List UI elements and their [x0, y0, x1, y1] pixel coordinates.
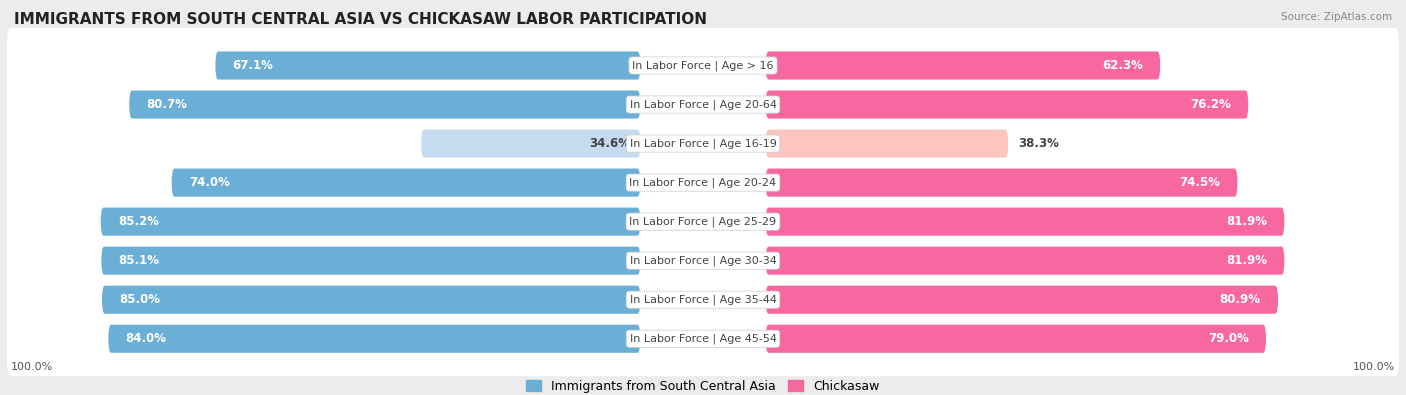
FancyBboxPatch shape — [101, 208, 640, 236]
FancyBboxPatch shape — [766, 286, 1278, 314]
Text: 85.0%: 85.0% — [120, 293, 160, 306]
Text: 38.3%: 38.3% — [1019, 137, 1060, 150]
FancyBboxPatch shape — [7, 184, 1399, 259]
FancyBboxPatch shape — [766, 325, 1265, 353]
FancyBboxPatch shape — [7, 223, 1399, 298]
Text: 80.9%: 80.9% — [1219, 293, 1261, 306]
Text: 79.0%: 79.0% — [1208, 332, 1249, 345]
Text: 80.7%: 80.7% — [146, 98, 187, 111]
Text: In Labor Force | Age 20-64: In Labor Force | Age 20-64 — [630, 99, 776, 110]
Text: 67.1%: 67.1% — [233, 59, 274, 72]
Legend: Immigrants from South Central Asia, Chickasaw: Immigrants from South Central Asia, Chic… — [526, 380, 880, 393]
Text: 100.0%: 100.0% — [10, 362, 52, 372]
Text: 62.3%: 62.3% — [1102, 59, 1143, 72]
Text: 85.2%: 85.2% — [118, 215, 159, 228]
Text: IMMIGRANTS FROM SOUTH CENTRAL ASIA VS CHICKASAW LABOR PARTICIPATION: IMMIGRANTS FROM SOUTH CENTRAL ASIA VS CH… — [14, 12, 707, 27]
FancyBboxPatch shape — [7, 28, 1399, 103]
Text: In Labor Force | Age 35-44: In Labor Force | Age 35-44 — [630, 294, 776, 305]
Text: In Labor Force | Age 16-19: In Labor Force | Age 16-19 — [630, 138, 776, 149]
FancyBboxPatch shape — [422, 130, 640, 158]
FancyBboxPatch shape — [766, 169, 1237, 197]
Text: 76.2%: 76.2% — [1189, 98, 1230, 111]
Text: In Labor Force | Age 30-34: In Labor Force | Age 30-34 — [630, 256, 776, 266]
Text: 74.0%: 74.0% — [188, 176, 231, 189]
FancyBboxPatch shape — [7, 301, 1399, 376]
Text: 81.9%: 81.9% — [1226, 215, 1267, 228]
Text: In Labor Force | Age 25-29: In Labor Force | Age 25-29 — [630, 216, 776, 227]
Text: 100.0%: 100.0% — [1354, 362, 1396, 372]
FancyBboxPatch shape — [766, 208, 1285, 236]
FancyBboxPatch shape — [7, 106, 1399, 181]
FancyBboxPatch shape — [766, 51, 1160, 79]
FancyBboxPatch shape — [172, 169, 640, 197]
Text: 85.1%: 85.1% — [118, 254, 160, 267]
Text: In Labor Force | Age 45-54: In Labor Force | Age 45-54 — [630, 333, 776, 344]
FancyBboxPatch shape — [7, 67, 1399, 142]
Text: 84.0%: 84.0% — [125, 332, 167, 345]
FancyBboxPatch shape — [766, 90, 1249, 118]
Text: Source: ZipAtlas.com: Source: ZipAtlas.com — [1281, 12, 1392, 22]
Text: 81.9%: 81.9% — [1226, 254, 1267, 267]
FancyBboxPatch shape — [215, 51, 640, 79]
FancyBboxPatch shape — [766, 130, 1008, 158]
FancyBboxPatch shape — [103, 286, 640, 314]
FancyBboxPatch shape — [129, 90, 640, 118]
FancyBboxPatch shape — [7, 145, 1399, 220]
Text: 74.5%: 74.5% — [1180, 176, 1220, 189]
Text: In Labor Force | Age > 16: In Labor Force | Age > 16 — [633, 60, 773, 71]
FancyBboxPatch shape — [101, 246, 640, 275]
FancyBboxPatch shape — [766, 246, 1285, 275]
FancyBboxPatch shape — [7, 262, 1399, 337]
Text: In Labor Force | Age 20-24: In Labor Force | Age 20-24 — [630, 177, 776, 188]
FancyBboxPatch shape — [108, 325, 640, 353]
Text: 34.6%: 34.6% — [589, 137, 630, 150]
